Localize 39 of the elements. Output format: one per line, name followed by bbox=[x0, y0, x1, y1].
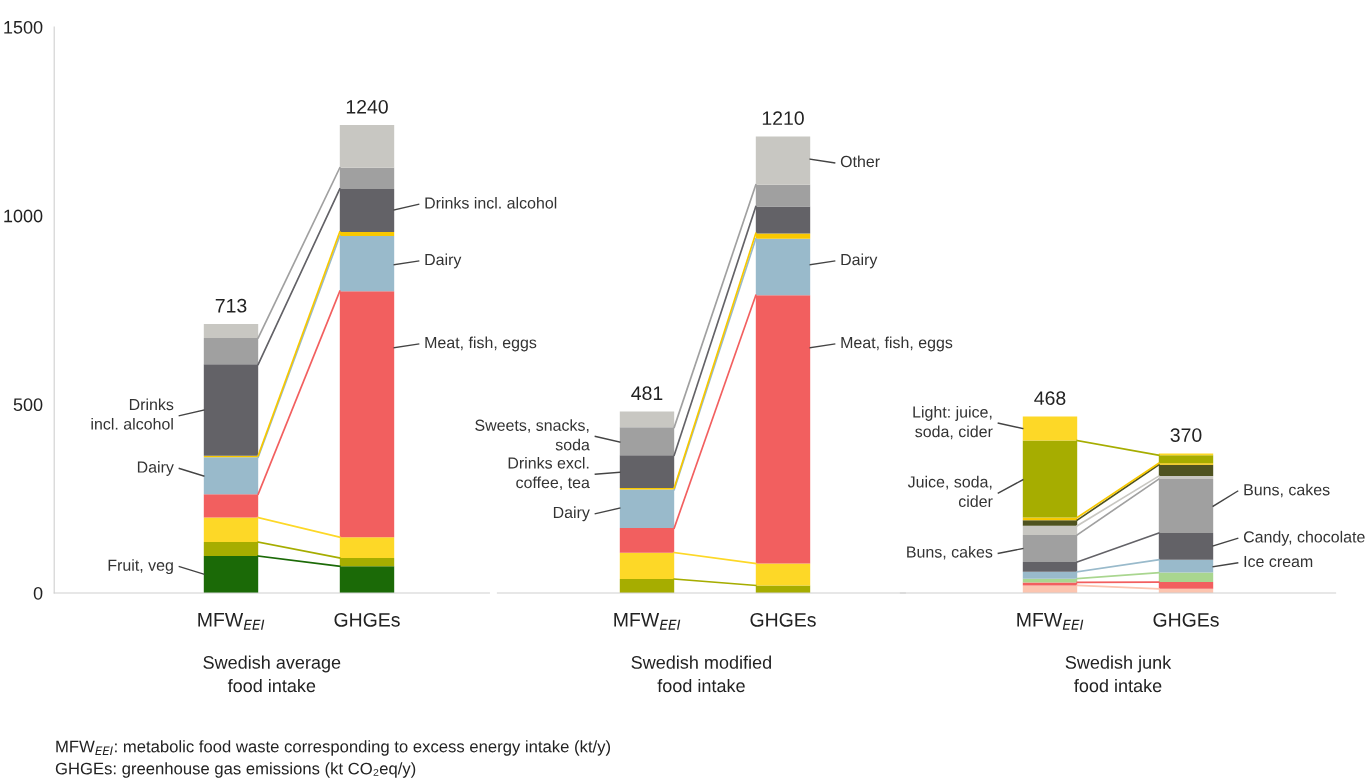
annotation: Candy, chocolate bbox=[1243, 530, 1365, 546]
x-axis-title: Swedish modified food intake bbox=[631, 655, 771, 693]
total-label: 1210 bbox=[762, 111, 804, 126]
annotation: Drinks incl. alcohol bbox=[425, 196, 557, 209]
annotation: Juice, soda, cider bbox=[907, 475, 993, 508]
x-axis-title: Swedish junk food intake bbox=[1065, 655, 1172, 693]
text: MFW$_{EEI}$: metabolic food waste corresponding to excess energy intake (kt/y) bbox=[56, 740, 611, 756]
x-tick-label: GHGEs bbox=[334, 612, 400, 627]
x-tick-label: MFW$_{EEI}$ bbox=[1017, 613, 1084, 630]
annotation: Drinks incl. alcohol bbox=[91, 398, 174, 430]
y-tick-label: 1000 bbox=[4, 209, 43, 223]
annotation: Dairy bbox=[553, 506, 590, 522]
x-tick-label: MFW$_{EEI}$ bbox=[198, 613, 265, 630]
annotation: Buns, cakes bbox=[907, 545, 993, 560]
annotation: Sweets, snacks, soda bbox=[475, 419, 590, 451]
x-tick-label: GHGEs bbox=[750, 612, 816, 627]
y-tick-label: 1500 bbox=[4, 20, 43, 34]
annotation: Meat, fish, eggs bbox=[841, 336, 953, 352]
total-label: 370 bbox=[1170, 428, 1202, 442]
total-label: 1240 bbox=[346, 99, 388, 114]
annotation: Dairy bbox=[137, 461, 174, 476]
text: GHGEs: greenhouse gas emissions (kt CO₂eq/y) bbox=[55, 762, 416, 778]
annotation: Dairy bbox=[841, 253, 878, 269]
y-tick-label: 500 bbox=[13, 398, 43, 412]
annotation: Light: juice, soda, cider bbox=[913, 406, 993, 440]
annotation: Dairy bbox=[425, 253, 462, 269]
x-tick-label: MFW$_{EEI}$ bbox=[614, 613, 681, 630]
total-label: 468 bbox=[1034, 391, 1066, 406]
annotation: Meat, fish, eggs bbox=[425, 336, 537, 352]
x-axis-title: Swedish average food intake bbox=[203, 655, 341, 693]
y-tick-label: 0 bbox=[33, 586, 43, 600]
annotation: Buns, cakes bbox=[1244, 483, 1330, 498]
x-tick-label: GHGEs bbox=[1153, 612, 1219, 627]
annotation: Drinks excl. coffee, tea bbox=[508, 456, 590, 491]
total-label: 713 bbox=[215, 298, 247, 313]
annotation: Ice cream bbox=[1244, 555, 1313, 568]
total-label: 481 bbox=[631, 386, 663, 401]
annotation: Fruit, veg bbox=[108, 559, 173, 575]
annotation: Other bbox=[840, 155, 880, 168]
